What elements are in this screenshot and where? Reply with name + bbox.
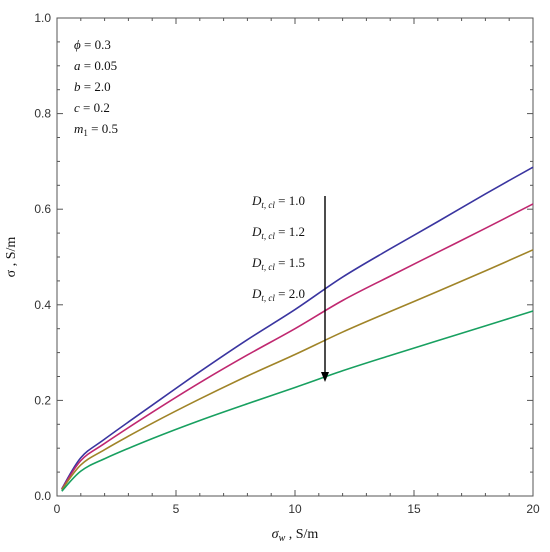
series-label: Dt, cl = 1.0 — [251, 193, 305, 210]
parameter-label: a = 0.05 — [74, 58, 117, 73]
parameter-block: ϕ = 0.3 a = 0.05 b = 2.0 c = 0.2 m1 = 0.5 — [74, 37, 118, 138]
axis-ticks: 0 5 10 15 20 0.0 0.2 0.4 0.6 0.8 1.0 — [34, 11, 540, 516]
y-tick-label: 0.8 — [34, 107, 51, 121]
series-line-2 — [61, 203, 534, 490]
parameter-label: b = 2.0 — [74, 79, 111, 94]
series-line-1 — [61, 166, 534, 490]
x-tick-label: 0 — [54, 502, 61, 516]
axis-labels: σw , S/m σ , S/m — [4, 237, 318, 544]
y-axis-label: σ , S/m — [4, 237, 19, 278]
y-tick-label: 1.0 — [34, 11, 51, 25]
series-labels: Dt, cl = 1.0 Dt, cl = 1.2 Dt, cl = 1.5 Dt, … — [251, 193, 305, 303]
x-axis-label: σw , S/m — [272, 527, 319, 544]
parameter-label: c = 0.2 — [74, 100, 110, 115]
series-label: Dt, cl = 2.0 — [251, 286, 305, 303]
arrow-head — [321, 372, 329, 382]
x-tick-label: 20 — [526, 502, 540, 516]
y-tick-label: 0.0 — [34, 489, 51, 503]
x-tick-label: 5 — [173, 502, 180, 516]
series-layer — [61, 166, 534, 492]
parameter-label: m1 = 0.5 — [74, 121, 118, 138]
x-tick-label: 10 — [288, 502, 302, 516]
x-tick-label: 15 — [407, 502, 421, 516]
y-tick-label: 0.6 — [34, 202, 51, 216]
series-line-3 — [61, 249, 534, 491]
y-tick-label: 0.4 — [34, 298, 51, 312]
series-label: Dt, cl = 1.5 — [251, 255, 305, 272]
series-label: Dt, cl = 1.2 — [251, 224, 305, 241]
parameter-label: ϕ = 0.3 — [74, 37, 111, 52]
y-tick-label: 0.2 — [34, 393, 51, 407]
series-line-4 — [61, 310, 534, 492]
trend-arrow — [321, 196, 329, 382]
